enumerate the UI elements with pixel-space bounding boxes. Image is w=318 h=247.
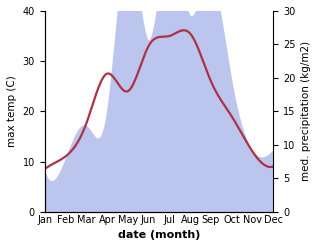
Y-axis label: max temp (C): max temp (C) bbox=[7, 75, 17, 147]
X-axis label: date (month): date (month) bbox=[118, 230, 200, 240]
Y-axis label: med. precipitation (kg/m2): med. precipitation (kg/m2) bbox=[301, 41, 311, 181]
